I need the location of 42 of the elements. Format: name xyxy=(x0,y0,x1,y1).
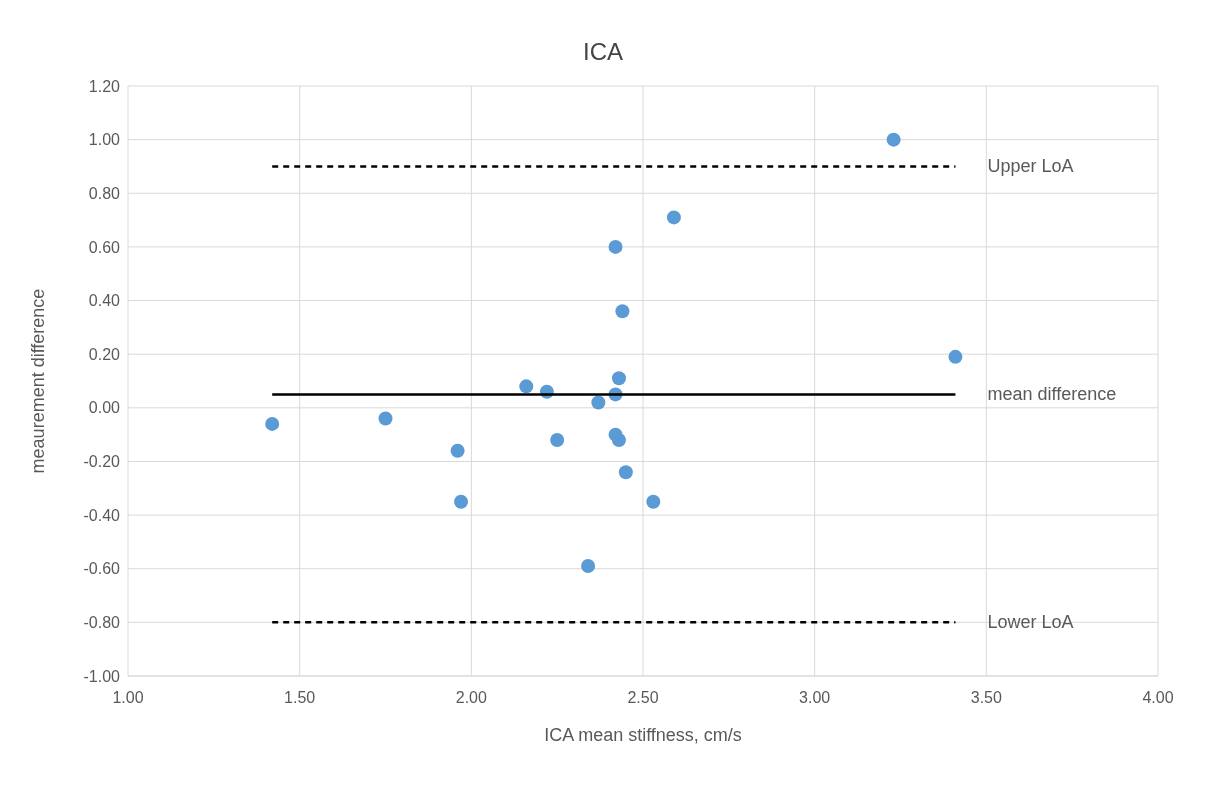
point xyxy=(519,379,534,394)
series-label: Upper LoA xyxy=(987,156,1074,177)
point xyxy=(886,132,901,147)
point xyxy=(454,494,469,509)
point xyxy=(550,433,565,447)
point xyxy=(265,416,280,431)
point xyxy=(591,395,606,410)
series-label: Lower LoA xyxy=(987,612,1074,633)
y-tick-label: 0.20 xyxy=(88,345,121,363)
x-tick-label: 2.50 xyxy=(627,689,659,707)
chart-title: ICA xyxy=(582,37,624,66)
x-tick-label: 1.50 xyxy=(284,689,316,707)
y-tick-label: 1.20 xyxy=(88,77,121,95)
y-tick-label: 1.00 xyxy=(88,131,121,149)
y-tick-label: -0.80 xyxy=(83,614,121,632)
point xyxy=(450,443,465,458)
point xyxy=(948,349,963,364)
point xyxy=(615,304,630,319)
x-tick-label: 3.50 xyxy=(970,689,1003,707)
y-tick-label: -0.20 xyxy=(83,453,121,471)
point xyxy=(608,239,623,254)
x-tick-label: 4.00 xyxy=(1142,689,1174,707)
point xyxy=(611,371,626,386)
point xyxy=(581,559,596,574)
x-axis-title: ICA mean stiffness, cm/s xyxy=(544,725,742,745)
y-tick-label: 0.60 xyxy=(88,238,121,256)
y-axis-title: meaurement difference xyxy=(28,288,49,474)
y-tick-label: 0.40 xyxy=(88,292,121,310)
point xyxy=(378,411,393,426)
point xyxy=(666,210,681,225)
y-tick-label: 0.00 xyxy=(88,399,121,417)
series-label: mean difference xyxy=(987,384,1117,405)
y-tick-label: 0.80 xyxy=(88,184,121,202)
point xyxy=(646,494,661,509)
x-tick-label: 1.00 xyxy=(112,689,144,707)
point xyxy=(618,465,633,480)
y-tick-label: -0.60 xyxy=(83,560,121,578)
x-tick-label: 2.00 xyxy=(455,689,488,707)
y-tick-label: -0.40 xyxy=(83,506,121,524)
x-tick-label: 3.00 xyxy=(799,689,831,707)
y-tick-label: -1.00 xyxy=(83,667,121,685)
point xyxy=(611,433,626,447)
